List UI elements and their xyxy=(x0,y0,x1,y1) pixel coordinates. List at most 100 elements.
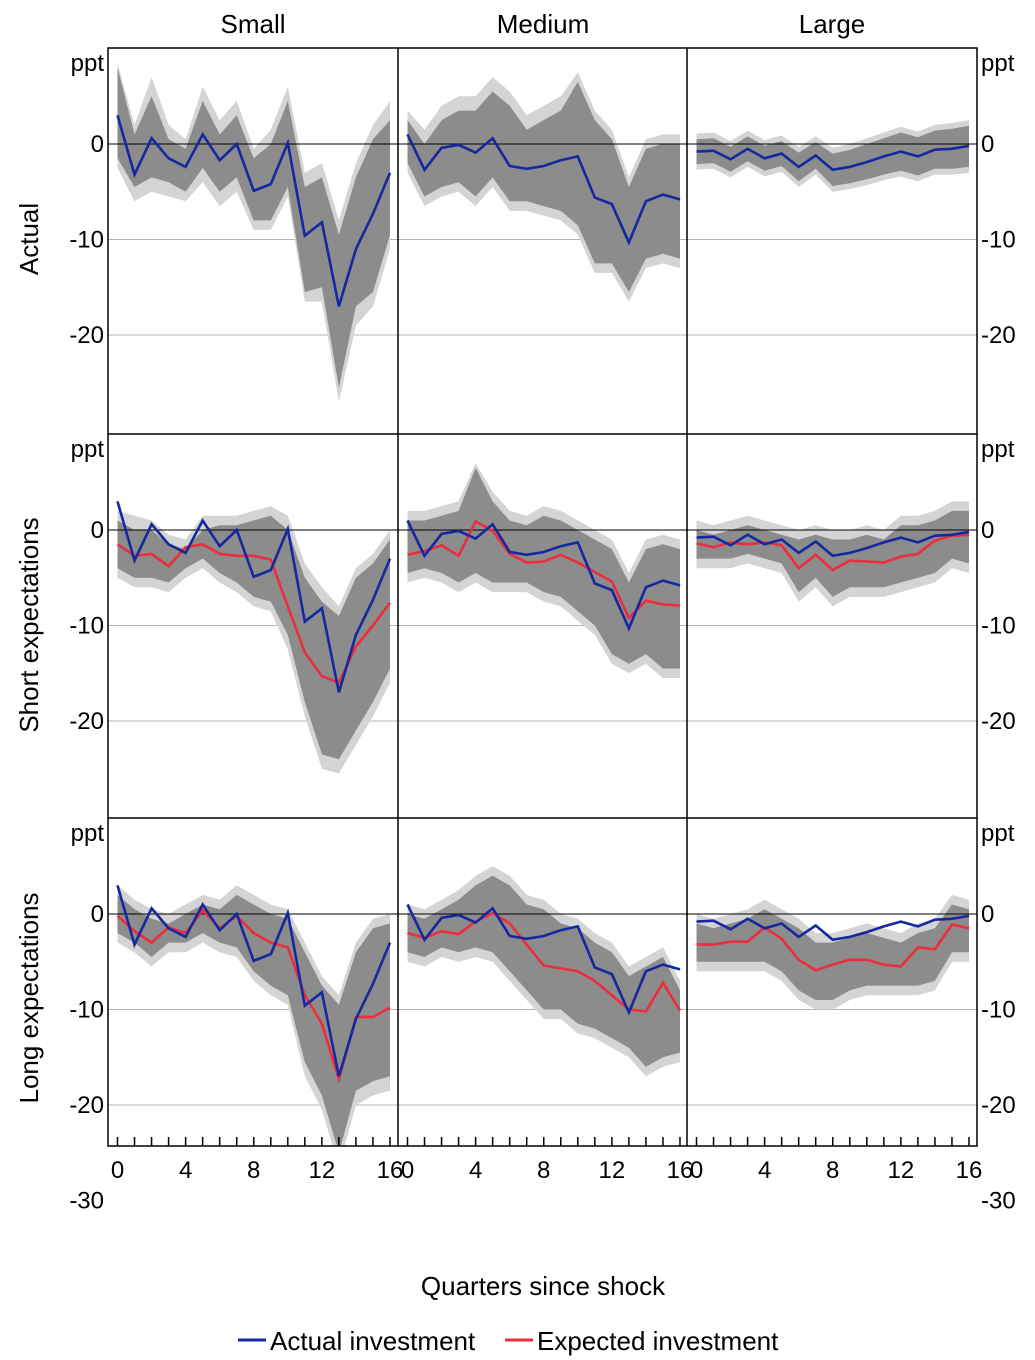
series-actual-investment xyxy=(406,133,681,246)
panel-actual-medium xyxy=(398,72,687,336)
y-unit-label: ppt xyxy=(71,50,105,77)
panel-actual-large xyxy=(687,120,977,336)
y-tick-label: -30 xyxy=(69,1188,104,1215)
x-axis: 0 4 8 12 160 4 8 12 160 4 8 12 16 xyxy=(111,1137,983,1184)
panel-plot-area xyxy=(687,120,977,336)
x-tick-label: 16 xyxy=(667,1157,694,1184)
x-tick-label: 12 xyxy=(599,1157,626,1184)
panel-plot-area xyxy=(398,72,687,336)
x-tick-label: 8 xyxy=(537,1157,550,1184)
y-tick-label: 0 xyxy=(981,517,994,544)
x-tick-label: 4 xyxy=(758,1157,771,1184)
y-tick-label: -10 xyxy=(69,613,104,640)
x-tick-label: 0 xyxy=(111,1157,124,1184)
series-actual-investment xyxy=(696,144,970,172)
y-axis-left-actual: ppt 0 -10 -20 xyxy=(69,50,104,349)
confidence-band-outer xyxy=(117,62,390,402)
panel-short-expectations-medium xyxy=(398,463,687,722)
confidence-band-inner xyxy=(117,515,390,760)
y-tick-label: -10 xyxy=(69,227,104,254)
y-axes: ppt 0 -10 -20 ppt 0 -10 -20 ppt 0 -10 -20 ppt 0 -10 -20… xyxy=(69,50,1015,1215)
panel-short-expectations-small xyxy=(108,501,398,774)
y-axis-left-long-expectations: ppt 0 -10 -20 -30 xyxy=(69,820,104,1215)
x-axis-label: Quarters since shock xyxy=(421,1271,666,1301)
x-tick-label: 8 xyxy=(826,1157,839,1184)
panel-plot-area xyxy=(398,866,687,1106)
y-tick-label: -10 xyxy=(981,613,1016,640)
y-tick-label: 0 xyxy=(981,131,994,158)
column-title-large: Large xyxy=(799,9,866,39)
panel-short-expectations-large xyxy=(687,501,977,722)
confidence-band-inner xyxy=(407,81,680,293)
x-ticks xyxy=(116,1137,970,1146)
y-unit-label: ppt xyxy=(981,820,1015,847)
x-tick-label: 12 xyxy=(309,1157,336,1184)
panel-plot-area xyxy=(687,894,977,1106)
y-tick-label: -20 xyxy=(981,708,1016,735)
panel-plot-area xyxy=(108,885,398,1146)
series-actual-investment xyxy=(116,885,392,1077)
series-actual-investment xyxy=(116,114,392,307)
legend-label-actual: Actual investment xyxy=(270,1326,476,1356)
y-tick-label: 0 xyxy=(91,901,104,928)
y-tick-label: 0 xyxy=(981,901,994,928)
column-title-small: Small xyxy=(220,9,285,39)
y-tick-label: -20 xyxy=(69,322,104,349)
series-expected-investment xyxy=(696,923,970,972)
panel-plot-area xyxy=(687,501,977,722)
column-title-medium: Medium xyxy=(497,9,589,39)
row-label-long-expectations: Long expectations xyxy=(14,892,44,1103)
x-tick-label: 0 xyxy=(401,1157,414,1184)
x-tick-label: 0 xyxy=(690,1157,703,1184)
y-tick-label: -20 xyxy=(981,1092,1016,1119)
panel-actual-small xyxy=(108,62,398,402)
series-expected-investment xyxy=(407,911,682,1013)
legend: Actual investment Expected investment xyxy=(238,1326,779,1356)
panel-plot-area xyxy=(108,62,398,402)
confidence-band-inner xyxy=(696,510,969,597)
y-axis-left-short-expectations: ppt 0 -10 -20 xyxy=(69,436,104,735)
y-tick-label: -20 xyxy=(69,1092,104,1119)
series-actual-investment xyxy=(406,519,681,632)
y-unit-label: ppt xyxy=(71,436,105,463)
series-actual-investment xyxy=(696,530,970,558)
x-tick-label: 16 xyxy=(956,1157,983,1184)
confidence-band-inner xyxy=(117,894,390,1146)
panel-plot-area xyxy=(108,501,398,774)
y-unit-label: ppt xyxy=(71,820,105,847)
panel-long-expectations-medium xyxy=(398,866,687,1106)
confidence-band-inner xyxy=(407,467,680,669)
panel-plot-area xyxy=(398,463,687,722)
row-label-actual: Actual xyxy=(14,203,44,275)
x-tick-label: 16 xyxy=(377,1157,404,1184)
y-tick-label: -10 xyxy=(981,227,1016,254)
row-label-short-expectations: Short expectations xyxy=(14,517,44,732)
y-axis-right-long-expectations: ppt 0 -10 -20 -30 xyxy=(981,820,1016,1215)
y-tick-label: 0 xyxy=(91,131,104,158)
y-axis-right-actual: ppt 0 -10 -20 xyxy=(981,50,1016,349)
panel-long-expectations-large xyxy=(687,894,977,1106)
confidence-band-inner xyxy=(696,125,969,186)
row-labels: Actual Short expectations Long expectati… xyxy=(14,203,44,1104)
column-titles: Small Medium Large xyxy=(220,9,865,39)
y-tick-label: -20 xyxy=(981,322,1016,349)
series-actual-investment xyxy=(116,501,392,693)
confidence-band-inner xyxy=(117,67,390,388)
y-unit-label: ppt xyxy=(981,50,1015,77)
x-tick-label: 4 xyxy=(469,1157,482,1184)
legend-label-expected: Expected investment xyxy=(537,1326,779,1356)
series-actual-investment xyxy=(406,903,681,1016)
panels xyxy=(108,62,977,1146)
y-tick-label: -10 xyxy=(69,997,104,1024)
outer-frame xyxy=(107,47,978,1147)
x-tick-label: 12 xyxy=(888,1157,915,1184)
panel-frames xyxy=(107,47,978,1147)
y-tick-label: 0 xyxy=(91,517,104,544)
y-tick-label: -20 xyxy=(69,708,104,735)
panel-long-expectations-small xyxy=(108,885,398,1146)
x-tick-label: 8 xyxy=(247,1157,260,1184)
y-tick-label: -10 xyxy=(981,997,1016,1024)
x-tick-label: 4 xyxy=(179,1157,192,1184)
y-tick-label: -30 xyxy=(981,1188,1016,1215)
